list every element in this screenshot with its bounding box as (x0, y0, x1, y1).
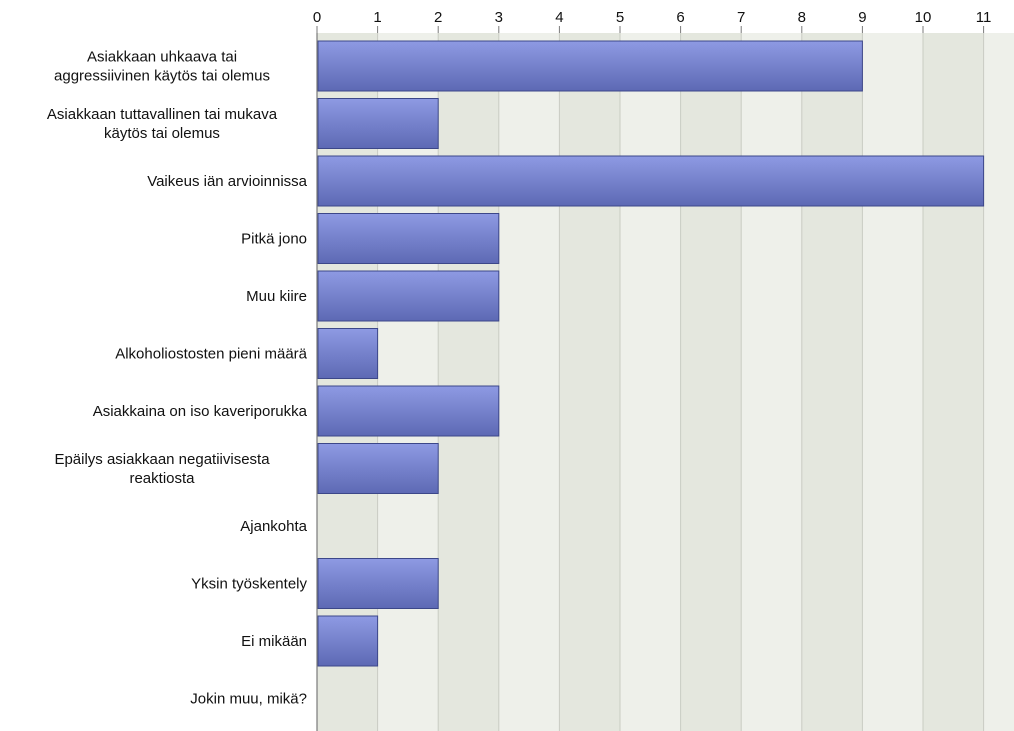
x-tick-label: 1 (373, 9, 381, 26)
plot-bands (317, 33, 1014, 731)
category-label: Asiakkaina on iso kaveriporukka (93, 403, 308, 420)
x-tick-label: 7 (737, 9, 745, 26)
plot-band (680, 33, 742, 731)
category-label: Ei mikään (241, 633, 307, 650)
category-label: Muu kiire (246, 288, 307, 305)
x-tick-label: 5 (616, 9, 624, 26)
bar (317, 328, 379, 379)
category-label: Jokin muu, mikä? (190, 691, 307, 708)
plot-band (741, 33, 802, 731)
plot-band (377, 33, 439, 731)
category-label: Pitkä jono (241, 231, 307, 248)
plot-band (559, 33, 620, 731)
bar (317, 98, 439, 149)
category-label: Yksin työskentely (191, 576, 307, 593)
bar (317, 385, 500, 437)
bar (317, 40, 863, 92)
plot-band (620, 33, 681, 731)
category-label: Alkoholiostosten pieni määrä (115, 346, 307, 363)
category-label: Asiakkaan tuttavallinen tai mukava käytös… (47, 106, 278, 142)
plot-band (983, 33, 1014, 731)
category-label: Asiakkaan uhkaava tai aggressiivinen käyt… (54, 49, 270, 85)
plot-band (438, 33, 499, 731)
category-labels: Asiakkaan uhkaava tai aggressiivinen käyt… (47, 49, 308, 708)
bar (317, 155, 985, 207)
plot-band (862, 33, 923, 731)
bar (317, 443, 439, 494)
category-label: Vaikeus iän arvioinnissa (147, 173, 307, 190)
bar (317, 558, 439, 609)
x-tick-label: 8 (798, 9, 806, 26)
plot-band (317, 33, 378, 731)
x-tick-label: 3 (495, 9, 503, 26)
plot-band (923, 33, 984, 731)
x-tick-label: 6 (676, 9, 684, 26)
bars (317, 40, 985, 667)
category-label: Ajankohta (240, 518, 307, 535)
x-tick-label: 4 (555, 9, 563, 26)
bar (317, 270, 500, 322)
plot-band (498, 33, 560, 731)
x-axis-ticks: 0 1 2 3 4 5 6 7 8 9 10 11 (313, 9, 992, 33)
category-label: Epäilys asiakkaan negatiivisesta reaktios… (54, 451, 270, 487)
bar (317, 615, 379, 667)
x-tick-label: 9 (858, 9, 866, 26)
x-tick-label: 10 (915, 9, 932, 26)
bar (317, 213, 500, 264)
plot-band (801, 33, 863, 731)
x-tick-label: 0 (313, 9, 321, 26)
gridlines (316, 33, 985, 731)
x-tick-label: 2 (434, 9, 442, 26)
x-tick-label: 11 (976, 9, 992, 26)
